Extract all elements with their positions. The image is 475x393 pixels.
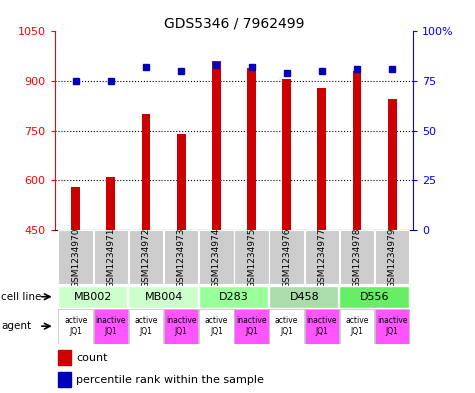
FancyBboxPatch shape (129, 309, 163, 343)
FancyBboxPatch shape (164, 230, 199, 285)
Text: agent: agent (1, 321, 31, 331)
FancyBboxPatch shape (269, 309, 304, 343)
FancyBboxPatch shape (304, 309, 339, 343)
Text: active
JQ1: active JQ1 (205, 316, 228, 336)
Text: GSM1234977: GSM1234977 (317, 227, 326, 288)
Text: MB002: MB002 (74, 292, 113, 302)
Text: GSM1234976: GSM1234976 (282, 227, 291, 288)
Bar (352, 71, 361, 230)
Bar (58, 350, 71, 365)
FancyBboxPatch shape (234, 309, 269, 343)
Bar (282, 79, 291, 230)
FancyBboxPatch shape (269, 230, 304, 285)
Bar (142, 114, 151, 230)
Text: MB004: MB004 (144, 292, 183, 302)
FancyBboxPatch shape (199, 286, 268, 308)
Text: GSM1234975: GSM1234975 (247, 227, 256, 288)
Text: D556: D556 (360, 292, 390, 302)
Text: inactive
JQ1: inactive JQ1 (166, 316, 197, 336)
Bar (71, 187, 80, 230)
FancyBboxPatch shape (129, 230, 163, 285)
Text: D283: D283 (219, 292, 249, 302)
FancyBboxPatch shape (164, 309, 199, 343)
FancyBboxPatch shape (375, 230, 409, 285)
Text: GSM1234974: GSM1234974 (212, 227, 221, 288)
Bar (58, 372, 71, 387)
Title: GDS5346 / 7962499: GDS5346 / 7962499 (164, 16, 304, 30)
FancyBboxPatch shape (234, 230, 269, 285)
FancyBboxPatch shape (94, 309, 128, 343)
Bar (388, 99, 397, 230)
Text: D458: D458 (289, 292, 319, 302)
Text: inactive
JQ1: inactive JQ1 (236, 316, 267, 336)
Text: percentile rank within the sample: percentile rank within the sample (76, 375, 264, 385)
Text: GSM1234972: GSM1234972 (142, 227, 151, 288)
Text: GSM1234970: GSM1234970 (71, 227, 80, 288)
FancyBboxPatch shape (340, 309, 374, 343)
FancyBboxPatch shape (58, 286, 127, 308)
FancyBboxPatch shape (58, 230, 93, 285)
FancyBboxPatch shape (340, 230, 374, 285)
Text: GSM1234979: GSM1234979 (388, 227, 397, 288)
Text: cell line: cell line (1, 292, 42, 302)
Text: inactive
JQ1: inactive JQ1 (95, 316, 126, 336)
Text: count: count (76, 353, 108, 363)
Text: active
JQ1: active JQ1 (134, 316, 158, 336)
Text: inactive
JQ1: inactive JQ1 (306, 316, 337, 336)
Bar (106, 177, 115, 230)
FancyBboxPatch shape (58, 309, 93, 343)
FancyBboxPatch shape (94, 230, 128, 285)
FancyBboxPatch shape (340, 286, 408, 308)
Text: GSM1234973: GSM1234973 (177, 227, 186, 288)
Text: GSM1234978: GSM1234978 (352, 227, 361, 288)
Bar (177, 134, 186, 230)
FancyBboxPatch shape (304, 230, 339, 285)
FancyBboxPatch shape (269, 286, 338, 308)
Bar (212, 61, 221, 230)
Text: active
JQ1: active JQ1 (64, 316, 87, 336)
FancyBboxPatch shape (199, 309, 234, 343)
Text: active
JQ1: active JQ1 (345, 316, 369, 336)
Text: active
JQ1: active JQ1 (275, 316, 298, 336)
FancyBboxPatch shape (199, 230, 234, 285)
FancyBboxPatch shape (375, 309, 409, 343)
Bar (247, 68, 256, 230)
Text: inactive
JQ1: inactive JQ1 (377, 316, 408, 336)
FancyBboxPatch shape (128, 286, 198, 308)
Bar (317, 88, 326, 230)
Text: GSM1234971: GSM1234971 (106, 227, 115, 288)
